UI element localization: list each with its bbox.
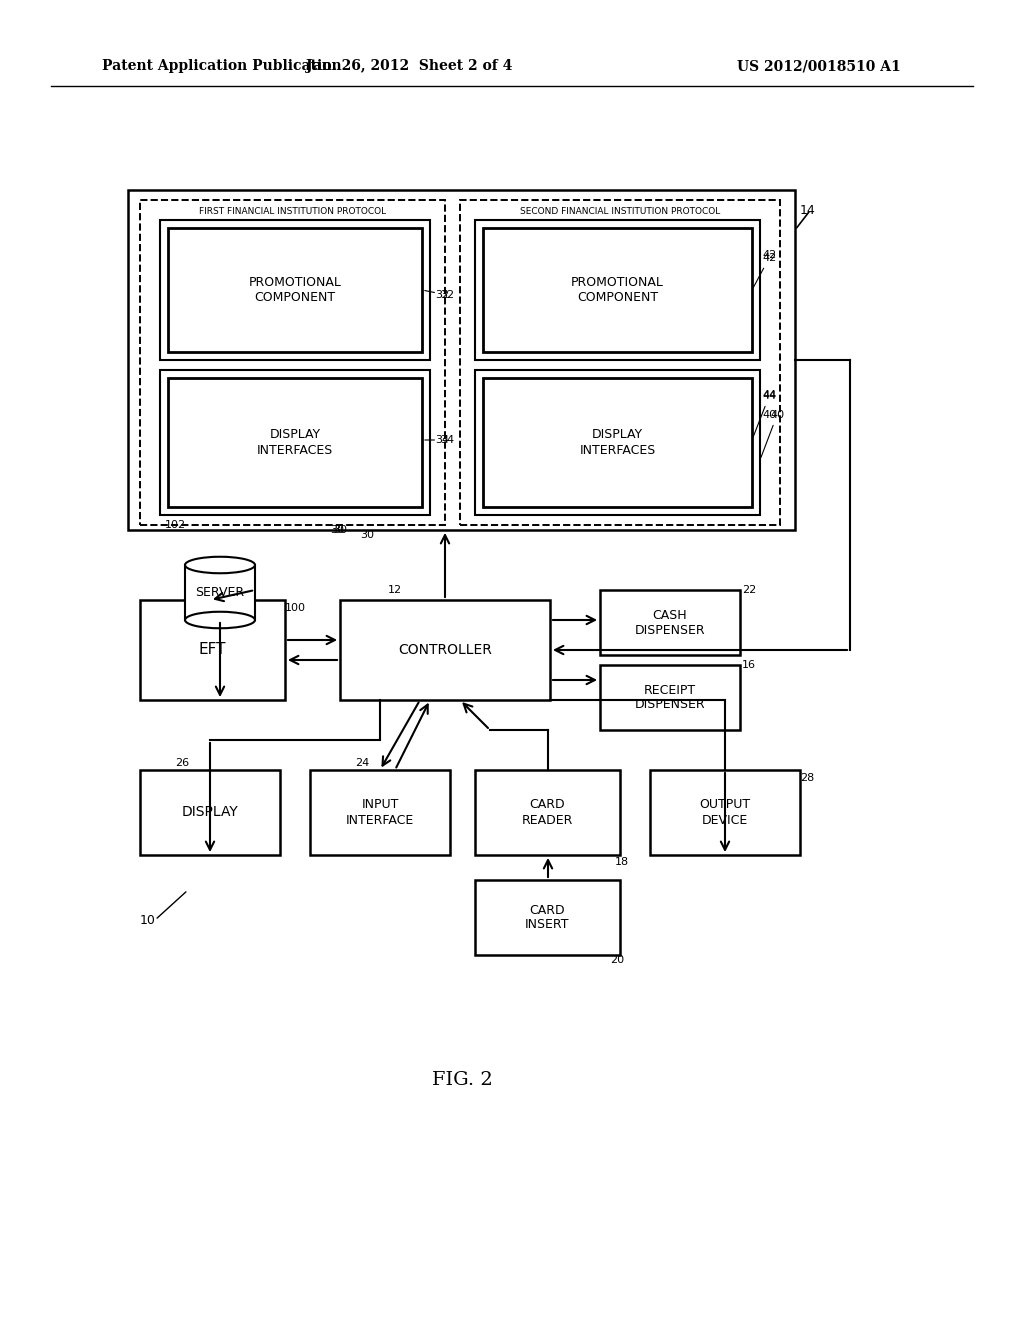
Text: DISPLAY
INTERFACES: DISPLAY INTERFACES [580, 429, 655, 457]
Bar [310, 770, 450, 855]
Text: DISPLAY
INTERFACES: DISPLAY INTERFACES [257, 429, 333, 457]
Text: Patent Application Publication: Patent Application Publication [102, 59, 342, 74]
Text: OUTPUT
DEVICE: OUTPUT DEVICE [699, 799, 751, 826]
Text: 30: 30 [330, 525, 344, 535]
Bar [475, 370, 760, 515]
Bar [140, 770, 280, 855]
Text: DISPLAY: DISPLAY [181, 805, 239, 820]
Text: 12: 12 [388, 585, 402, 595]
Bar [160, 220, 430, 360]
Bar [483, 378, 752, 507]
Text: 28: 28 [800, 774, 814, 783]
Text: CONTROLLER: CONTROLLER [398, 643, 492, 657]
Text: 18: 18 [615, 857, 629, 867]
Text: 16: 16 [742, 660, 756, 671]
Text: PROMOTIONAL
COMPONENT: PROMOTIONAL COMPONENT [571, 276, 664, 304]
Text: 26: 26 [175, 758, 189, 768]
Text: EFT: EFT [199, 643, 226, 657]
Text: 40: 40 [762, 411, 776, 420]
Ellipse shape [185, 557, 255, 573]
Text: 20: 20 [610, 954, 624, 965]
Ellipse shape [185, 611, 255, 628]
Bar [460, 201, 780, 525]
Text: INPUT
INTERFACE: INPUT INTERFACE [346, 799, 414, 826]
Bar [140, 201, 445, 525]
Text: Jan. 26, 2012  Sheet 2 of 4: Jan. 26, 2012 Sheet 2 of 4 [306, 59, 513, 74]
Text: 34: 34 [435, 436, 450, 445]
Bar [185, 565, 255, 620]
Text: 32: 32 [435, 290, 450, 300]
Bar [475, 220, 760, 360]
Text: 34: 34 [425, 436, 454, 445]
Bar [483, 228, 752, 352]
Text: CARD
INSERT: CARD INSERT [525, 903, 569, 932]
Bar [128, 190, 795, 531]
Text: FIG. 2: FIG. 2 [432, 1071, 493, 1089]
Text: 22: 22 [742, 585, 757, 595]
Text: 30: 30 [333, 525, 350, 535]
Text: 100: 100 [285, 603, 306, 612]
Text: FIRST FINANCIAL INSTITUTION PROTOCOL: FIRST FINANCIAL INSTITUTION PROTOCOL [199, 207, 386, 215]
Bar [168, 378, 422, 507]
Text: 30: 30 [360, 531, 374, 540]
Text: 14: 14 [800, 203, 816, 216]
Text: SERVER: SERVER [196, 586, 245, 599]
Bar [168, 228, 422, 352]
Bar [475, 880, 620, 954]
Text: 40: 40 [761, 411, 784, 458]
Text: 42: 42 [754, 253, 776, 288]
Text: 102: 102 [165, 520, 186, 531]
Bar [600, 590, 740, 655]
Bar [340, 601, 550, 700]
Text: 44: 44 [762, 389, 776, 400]
Text: PROMOTIONAL
COMPONENT: PROMOTIONAL COMPONENT [249, 276, 341, 304]
Bar [140, 601, 285, 700]
Text: US 2012/0018510 A1: US 2012/0018510 A1 [737, 59, 901, 74]
Bar [160, 370, 430, 515]
Text: CASH
DISPENSER: CASH DISPENSER [635, 609, 706, 636]
Text: SECOND FINANCIAL INSTITUTION PROTOCOL: SECOND FINANCIAL INSTITUTION PROTOCOL [520, 207, 720, 215]
Text: 32: 32 [425, 290, 454, 300]
Text: CARD
READER: CARD READER [522, 799, 573, 826]
Text: RECEIPT
DISPENSER: RECEIPT DISPENSER [635, 684, 706, 711]
Bar [600, 665, 740, 730]
Bar [475, 770, 620, 855]
Bar [650, 770, 800, 855]
Text: 44: 44 [753, 391, 776, 437]
Text: 10: 10 [140, 913, 156, 927]
Text: 42: 42 [762, 249, 776, 260]
Text: 24: 24 [355, 758, 370, 768]
